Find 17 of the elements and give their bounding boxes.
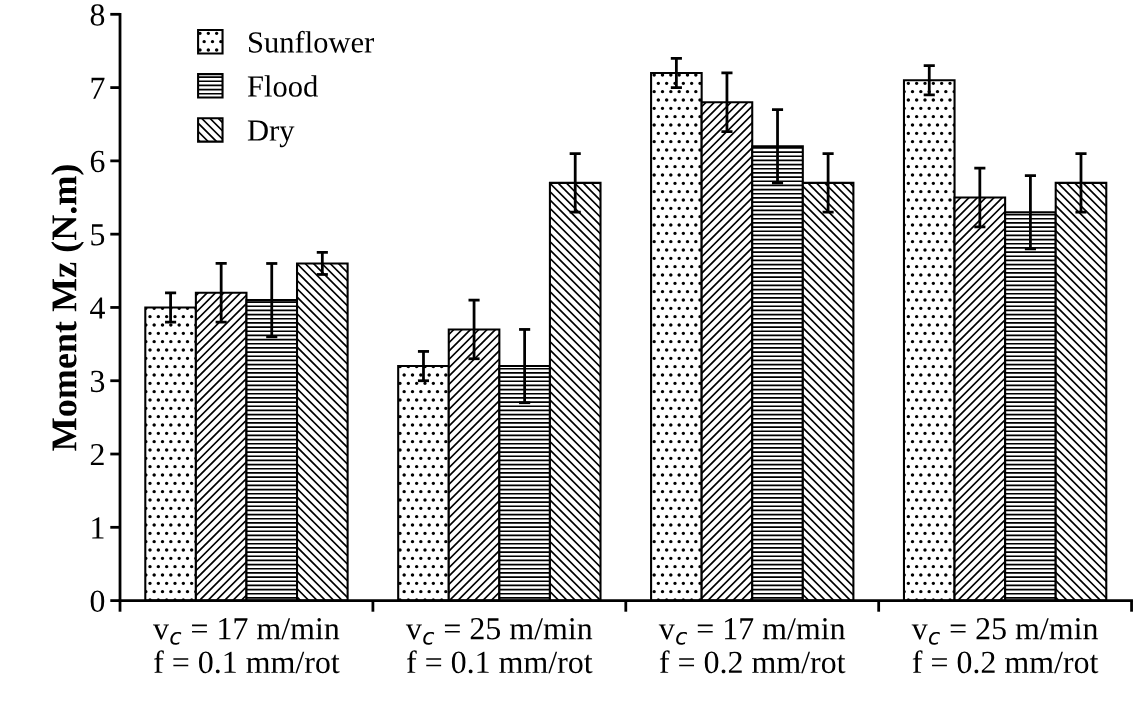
x-tick-label: v$_{c}$ = 25 m/min f = 0.2 mm/rot xyxy=(911,618,1099,674)
legend-label: Dry xyxy=(247,120,295,148)
legend-label: Flood xyxy=(247,75,318,97)
legend-label: Sunflower xyxy=(249,30,375,53)
y-tick-label: 8 xyxy=(90,4,105,26)
x-tick-label: v$_{c}$ = 25 m/min f = 0.1 mm/rot xyxy=(405,618,593,674)
y-tick-label: 0 xyxy=(90,590,105,612)
y-tick-label: 7 xyxy=(91,77,105,99)
y-tick-label: 4 xyxy=(90,297,105,319)
y-tick-label: 2 xyxy=(90,443,104,466)
y-tick-label: 3 xyxy=(90,370,105,393)
y-tick-label: 6 xyxy=(90,150,105,173)
y-tick-label: 1 xyxy=(92,517,104,539)
y-axis-title: Moment Mz (N.m) xyxy=(51,165,84,451)
x-tick-label: v$_{c}$ = 17 m/min f = 0.2 mm/rot xyxy=(658,618,846,674)
x-tick-label: v$_{c}$ = 17 m/min f = 0.1 mm/rot xyxy=(153,618,340,674)
y-tick-label: 5 xyxy=(91,224,105,246)
